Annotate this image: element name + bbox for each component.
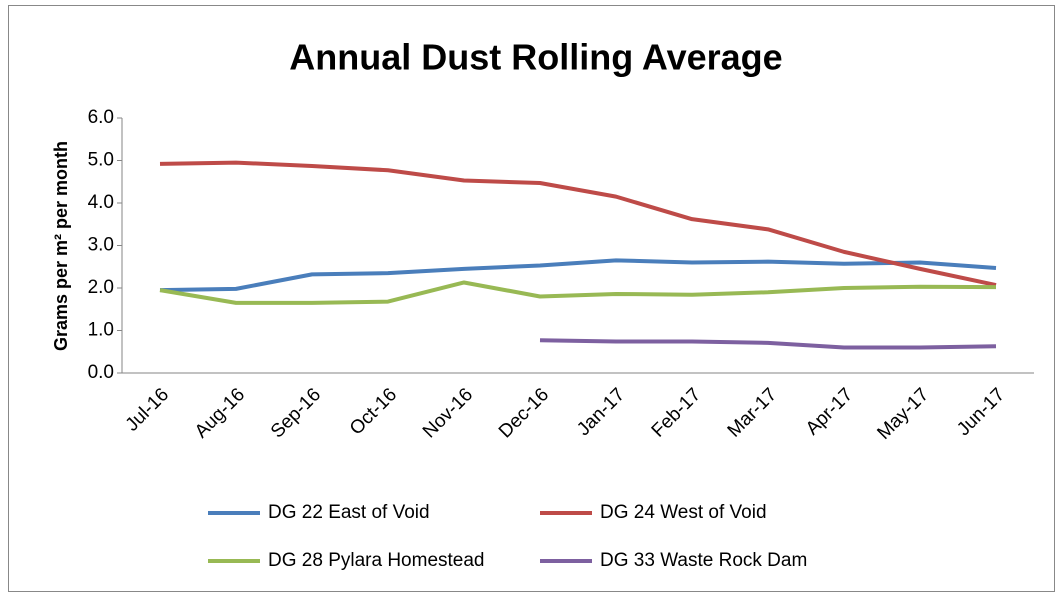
legend-label: DG 33 Waste Rock Dam: [600, 550, 807, 571]
legend-label: DG 28 Pylara Homestead: [268, 550, 485, 571]
y-tick-label: 5.0: [88, 150, 114, 171]
y-tick-label: 1.0: [88, 320, 114, 341]
y-tick-label: 0.0: [88, 362, 114, 383]
y-axis-label: Grams per m² per month: [51, 141, 71, 351]
y-tick-label: 2.0: [88, 277, 114, 298]
series-line: [159, 258, 997, 293]
y-tick-label: 3.0: [88, 235, 114, 256]
y-tick-label: 4.0: [88, 192, 114, 213]
chart-border: [8, 5, 1055, 592]
series-line: [539, 338, 997, 350]
y-tick-label: 6.0: [88, 107, 114, 128]
legend-label: DG 24 West of Void: [600, 502, 767, 523]
legend-label: DG 22 East of Void: [268, 502, 430, 523]
chart-title: Annual Dust Rolling Average: [289, 37, 782, 78]
series-line: [159, 280, 997, 305]
series-line: [159, 160, 997, 287]
